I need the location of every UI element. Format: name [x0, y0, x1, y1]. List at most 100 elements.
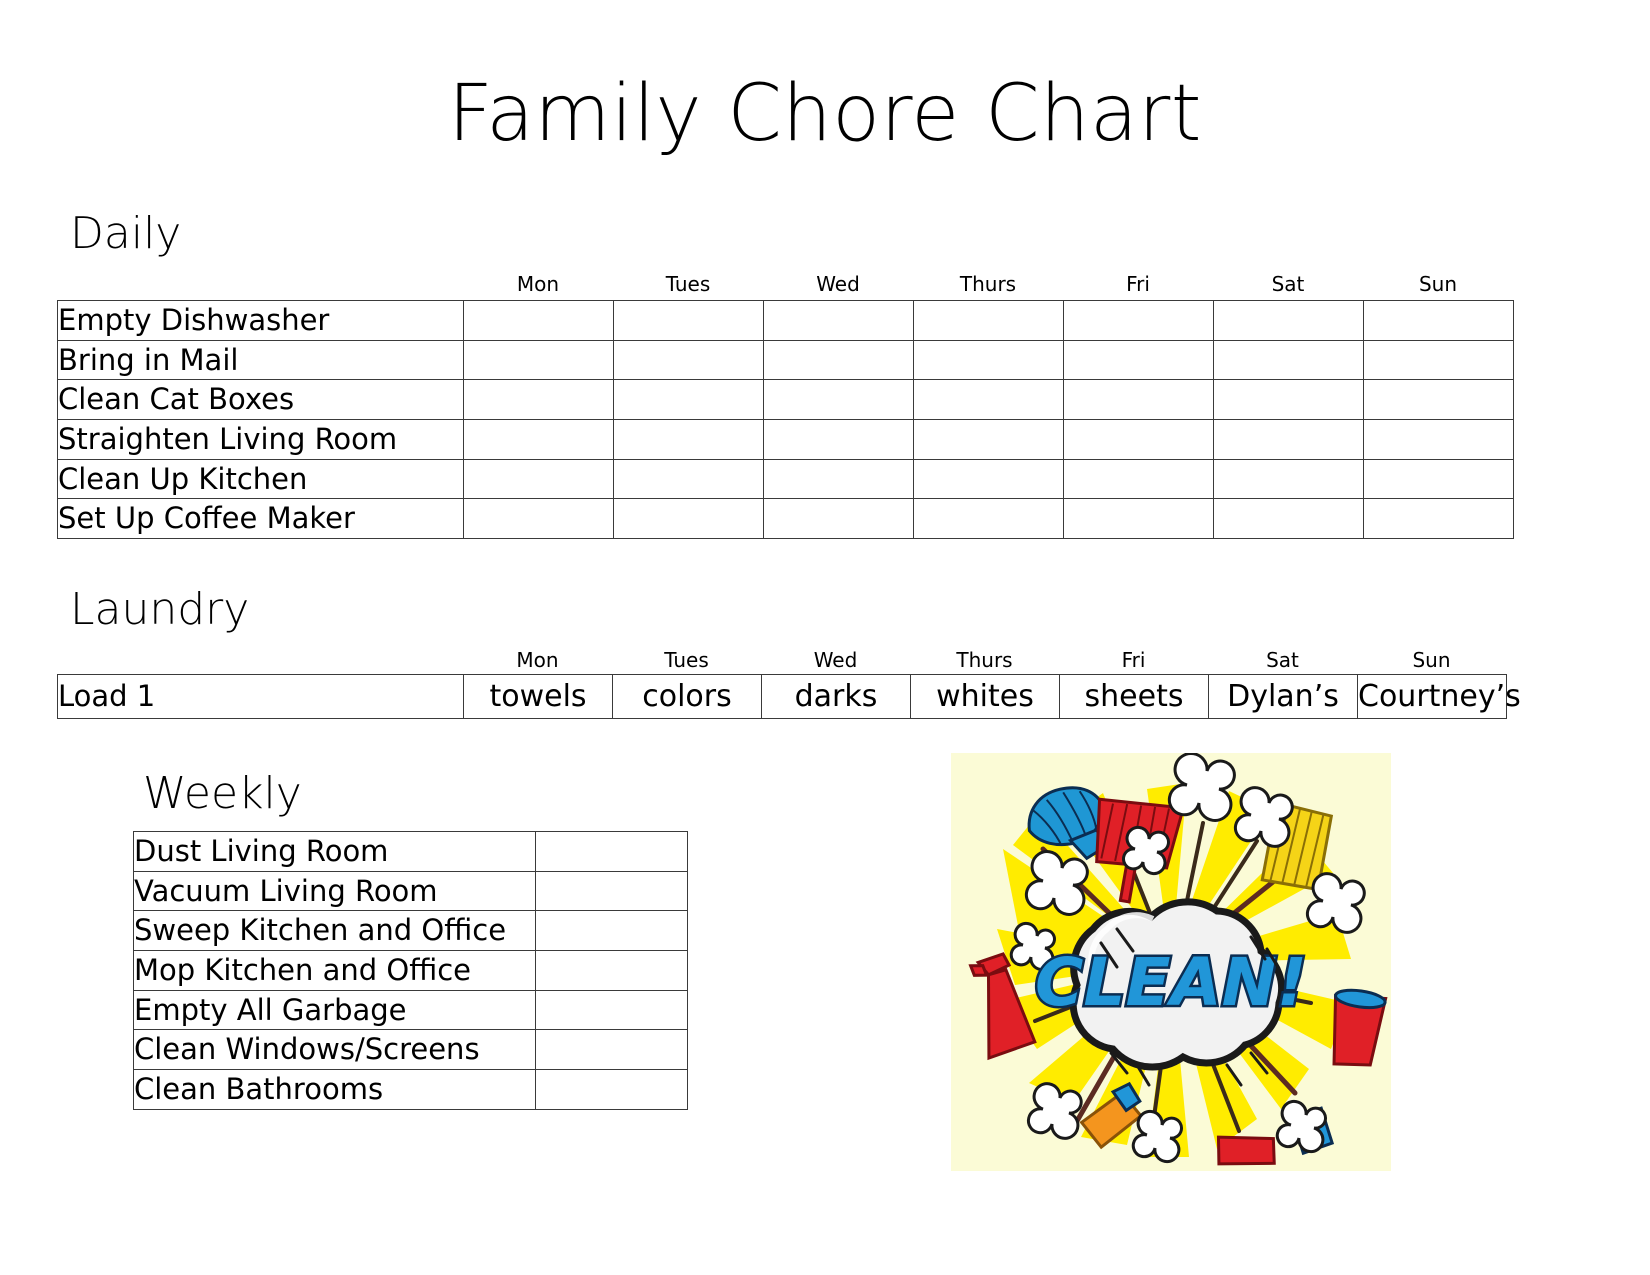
laundry-day-header-row: Mon Tues Wed Thurs Fri Sat Sun: [57, 650, 1507, 670]
daily-check-cell-sat[interactable]: [1213, 498, 1364, 540]
daily-check-cell-tues[interactable]: [613, 300, 764, 341]
daily-check-cell-wed[interactable]: [763, 458, 914, 500]
weekly-task-label: Clean Bathrooms: [133, 1069, 536, 1110]
table-row: Empty All Garbage: [133, 989, 688, 1031]
daily-check-cell-mon[interactable]: [463, 379, 614, 421]
daily-check-cell-thurs[interactable]: [913, 419, 1064, 460]
daily-check-cell-wed[interactable]: [763, 498, 914, 540]
daily-check-cell-sat[interactable]: [1213, 419, 1364, 460]
daily-check-cell-sun[interactable]: [1363, 419, 1514, 460]
daily-check-cell-tues[interactable]: [613, 379, 764, 421]
section-heading-laundry: Laundry: [70, 584, 250, 635]
daily-check-cell-sun[interactable]: [1363, 339, 1514, 381]
table-row: Dust Living Room: [133, 831, 688, 872]
laundry-load-mon[interactable]: towels: [463, 674, 613, 719]
laundry-load-thurs[interactable]: whites: [910, 674, 1060, 719]
table-row: Clean Windows/Screens: [133, 1029, 688, 1071]
daily-check-cell-thurs[interactable]: [913, 458, 1064, 500]
daily-check-cell-sat[interactable]: [1213, 458, 1364, 500]
laundry-day-header-tues: Tues: [664, 648, 709, 672]
daily-check-cell-fri[interactable]: [1063, 419, 1214, 460]
daily-day-header-tues: Tues: [665, 272, 711, 296]
daily-check-cell-thurs[interactable]: [913, 498, 1064, 540]
laundry-load-sat[interactable]: Dylan’s: [1208, 674, 1358, 719]
daily-check-cell-fri[interactable]: [1063, 458, 1214, 500]
daily-check-cell-sat[interactable]: [1213, 300, 1364, 341]
laundry-load-wed[interactable]: darks: [761, 674, 911, 719]
daily-task-label: Straighten Living Room: [57, 419, 464, 460]
daily-check-cell-wed[interactable]: [763, 379, 914, 421]
laundry-row-label: Load 1: [57, 674, 464, 719]
daily-check-cell-fri[interactable]: [1063, 379, 1214, 421]
laundry-day-header-sun: Sun: [1412, 648, 1451, 672]
section-heading-daily: Daily: [70, 208, 182, 259]
daily-check-cell-sun[interactable]: [1363, 498, 1514, 540]
daily-check-cell-fri[interactable]: [1063, 339, 1214, 381]
weekly-check-cell[interactable]: [535, 870, 688, 912]
daily-check-cell-thurs[interactable]: [913, 300, 1064, 341]
daily-day-header-wed: Wed: [816, 272, 860, 296]
page-title: Family Chore Chart: [448, 69, 1202, 159]
daily-check-cell-wed[interactable]: [763, 419, 914, 460]
weekly-task-label: Mop Kitchen and Office: [133, 950, 536, 991]
daily-chore-table: Empty Dishwasher Bring in Mail Clean Cat…: [57, 300, 1514, 540]
daily-check-cell-tues[interactable]: [613, 498, 764, 540]
daily-check-cell-thurs[interactable]: [913, 379, 1064, 421]
daily-check-cell-sun[interactable]: [1363, 379, 1514, 421]
laundry-load-sun[interactable]: Courtney’s: [1357, 674, 1521, 719]
daily-check-cell-tues[interactable]: [613, 339, 764, 381]
weekly-check-cell[interactable]: [535, 1069, 688, 1110]
laundry-load-fri[interactable]: sheets: [1059, 674, 1209, 719]
table-row: Straighten Living Room: [57, 419, 1514, 460]
weekly-check-cell[interactable]: [535, 831, 688, 872]
weekly-check-cell[interactable]: [535, 989, 688, 1031]
weekly-check-cell[interactable]: [535, 950, 688, 991]
weekly-task-label: Clean Windows/Screens: [133, 1029, 536, 1071]
daily-day-header-mon: Mon: [516, 272, 560, 296]
table-row: Vacuum Living Room: [133, 870, 688, 912]
laundry-day-header-spacer: [57, 650, 463, 670]
daily-check-cell-sat[interactable]: [1213, 379, 1364, 421]
laundry-schedule-table: Load 1 towels colors darks whites sheets…: [57, 674, 1521, 719]
daily-check-cell-mon[interactable]: [463, 300, 614, 341]
daily-day-header-row: Mon Tues Wed Thurs Fri Sat Sun: [57, 274, 1513, 294]
daily-check-cell-mon[interactable]: [463, 419, 614, 460]
weekly-task-label: Dust Living Room: [133, 831, 536, 872]
daily-task-label: Set Up Coffee Maker: [57, 498, 464, 540]
weekly-task-label: Sweep Kitchen and Office: [133, 910, 536, 952]
laundry-day-header-wed: Wed: [813, 648, 858, 672]
daily-day-header-sat: Sat: [1271, 272, 1305, 296]
table-row: Set Up Coffee Maker: [57, 498, 1514, 540]
table-row: Clean Up Kitchen: [57, 458, 1514, 500]
weekly-check-cell[interactable]: [535, 1029, 688, 1071]
table-row: Clean Bathrooms: [133, 1069, 688, 1110]
daily-check-cell-mon[interactable]: [463, 458, 614, 500]
daily-check-cell-fri[interactable]: [1063, 498, 1214, 540]
laundry-day-header-thurs: Thurs: [956, 648, 1013, 672]
daily-check-cell-sat[interactable]: [1213, 339, 1364, 381]
section-heading-weekly: Weekly: [143, 768, 302, 819]
table-row: Bring in Mail: [57, 339, 1514, 381]
laundry-load-tues[interactable]: colors: [612, 674, 762, 719]
daily-check-cell-wed[interactable]: [763, 300, 914, 341]
daily-check-cell-wed[interactable]: [763, 339, 914, 381]
cleaning-clipart-image: CLEAN!: [951, 753, 1391, 1171]
laundry-day-header-mon: Mon: [516, 648, 559, 672]
daily-check-cell-tues[interactable]: [613, 419, 764, 460]
daily-day-header-fri: Fri: [1126, 272, 1150, 296]
daily-check-cell-fri[interactable]: [1063, 300, 1214, 341]
daily-check-cell-sun[interactable]: [1363, 300, 1514, 341]
table-row: Empty Dishwasher: [57, 300, 1514, 341]
daily-task-label: Clean Up Kitchen: [57, 458, 464, 500]
daily-check-cell-mon[interactable]: [463, 339, 614, 381]
weekly-check-cell[interactable]: [535, 910, 688, 952]
table-row: Sweep Kitchen and Office: [133, 910, 688, 952]
table-row: Clean Cat Boxes: [57, 379, 1514, 421]
daily-task-label: Clean Cat Boxes: [57, 379, 464, 421]
daily-check-cell-tues[interactable]: [613, 458, 764, 500]
daily-check-cell-mon[interactable]: [463, 498, 614, 540]
daily-check-cell-thurs[interactable]: [913, 339, 1064, 381]
clipart-word: CLEAN!: [1035, 944, 1307, 1021]
laundry-day-header-fri: Fri: [1121, 648, 1146, 672]
daily-check-cell-sun[interactable]: [1363, 458, 1514, 500]
